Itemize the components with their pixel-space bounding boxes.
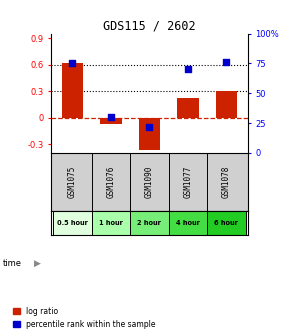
Text: GSM1075: GSM1075: [68, 166, 77, 198]
Text: GSM1090: GSM1090: [145, 166, 154, 198]
Bar: [53, 211, 92, 235]
Text: ▶: ▶: [34, 259, 40, 268]
Bar: [169, 211, 207, 235]
Point: [224, 59, 229, 65]
Point: [147, 124, 152, 129]
Text: 4 hour: 4 hour: [176, 220, 200, 226]
Point: [109, 115, 113, 120]
Text: GSM1077: GSM1077: [183, 166, 193, 198]
Legend: log ratio, percentile rank within the sample: log ratio, percentile rank within the sa…: [13, 307, 156, 329]
Bar: [100, 118, 122, 124]
Bar: [216, 91, 237, 118]
Bar: [207, 211, 246, 235]
Text: time: time: [3, 259, 22, 268]
Text: 0.5 hour: 0.5 hour: [57, 220, 88, 226]
Bar: [62, 63, 83, 118]
Text: 2 hour: 2 hour: [137, 220, 161, 226]
Title: GDS115 / 2602: GDS115 / 2602: [103, 19, 196, 33]
Bar: [130, 211, 169, 235]
Bar: [92, 211, 130, 235]
Text: 6 hour: 6 hour: [214, 220, 238, 226]
Bar: [139, 118, 160, 150]
Bar: [177, 98, 199, 118]
Text: GSM1076: GSM1076: [106, 166, 115, 198]
Text: GSM1078: GSM1078: [222, 166, 231, 198]
Point: [185, 67, 190, 72]
Text: 1 hour: 1 hour: [99, 220, 123, 226]
Point: [70, 61, 75, 66]
